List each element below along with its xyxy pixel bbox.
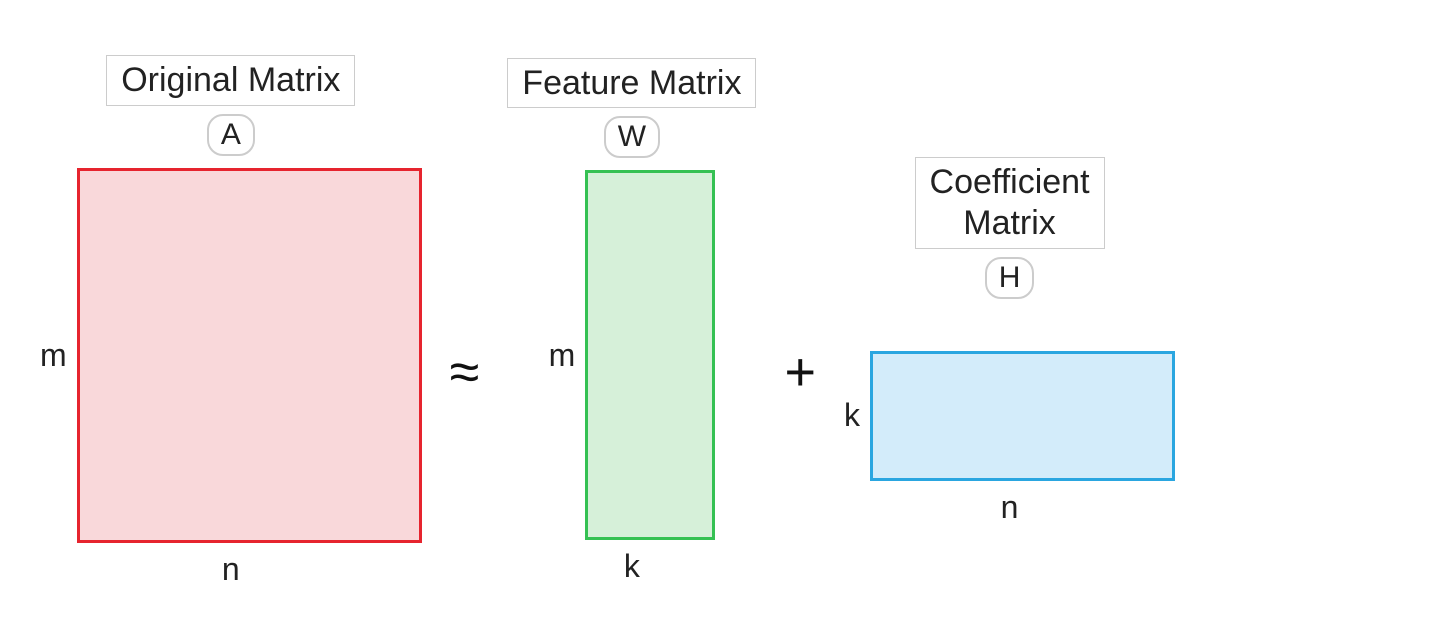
matrix-W-col-label: k xyxy=(624,548,640,585)
matrix-W-letter: W xyxy=(604,116,660,158)
matrix-A-title: Original Matrix xyxy=(106,55,355,106)
matrix-H-rect xyxy=(870,351,1175,481)
matrix-H-col-label: n xyxy=(1001,489,1019,526)
diagram-container: Original Matrix A m n ≈ Feature Matrix W… xyxy=(0,0,1435,643)
matrix-W-row: m xyxy=(549,170,716,540)
matrix-H-row-label: k xyxy=(844,397,860,434)
matrix-A-row: m xyxy=(40,168,422,543)
matrix-H-letter: H xyxy=(985,257,1035,299)
matrix-H-title: Coefficient Matrix xyxy=(915,157,1105,249)
matrix-W-row-label: m xyxy=(549,337,576,374)
matrix-W-block: Feature Matrix W m k xyxy=(507,58,756,586)
matrix-H-row: k xyxy=(844,351,1175,481)
operator-approx: ≈ xyxy=(450,341,480,403)
matrix-A-row-label: m xyxy=(40,337,67,374)
matrix-H-block: Coefficient Matrix H k n xyxy=(844,157,1175,526)
matrix-A-col-label: n xyxy=(222,551,240,588)
matrix-W-title: Feature Matrix xyxy=(507,58,756,109)
matrix-A-rect xyxy=(77,168,422,543)
matrix-A-letter: A xyxy=(207,114,255,156)
operator-plus: + xyxy=(784,341,816,403)
matrix-W-rect xyxy=(585,170,715,540)
matrix-A-block: Original Matrix A m n xyxy=(40,55,422,588)
